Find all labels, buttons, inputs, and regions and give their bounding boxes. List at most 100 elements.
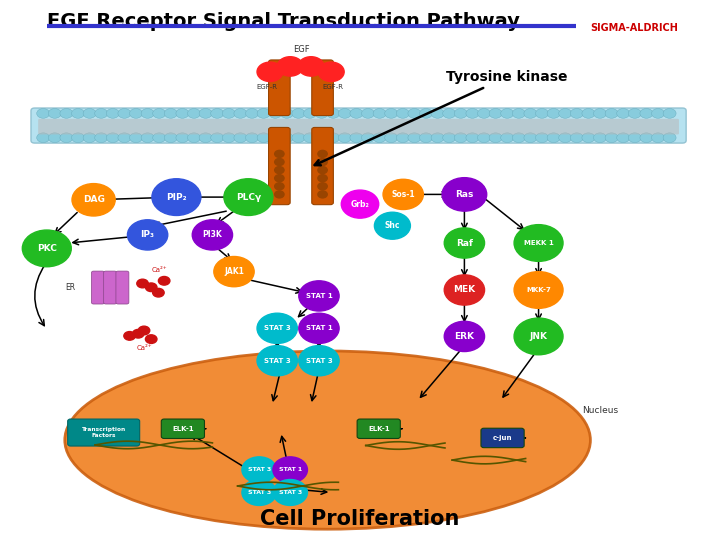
Circle shape — [396, 109, 409, 118]
Text: Raf: Raf — [456, 239, 473, 247]
Circle shape — [275, 183, 284, 190]
Circle shape — [299, 346, 339, 376]
Circle shape — [242, 480, 276, 505]
Circle shape — [138, 326, 150, 335]
Text: ER: ER — [66, 284, 76, 292]
Circle shape — [350, 133, 363, 143]
Circle shape — [652, 133, 665, 143]
Text: EGF-R: EGF-R — [322, 84, 343, 90]
Circle shape — [373, 109, 386, 118]
Text: DAG: DAG — [83, 195, 104, 204]
Circle shape — [617, 109, 630, 118]
Circle shape — [71, 109, 84, 118]
Circle shape — [176, 133, 189, 143]
Text: STAT 3: STAT 3 — [264, 357, 291, 364]
Circle shape — [582, 133, 595, 143]
Circle shape — [164, 133, 177, 143]
Circle shape — [269, 109, 282, 118]
Circle shape — [292, 109, 305, 118]
Text: SIGMA-ALDRICH: SIGMA-ALDRICH — [590, 23, 678, 33]
Text: JNK: JNK — [529, 332, 547, 341]
Circle shape — [524, 133, 537, 143]
Circle shape — [192, 220, 233, 250]
Circle shape — [187, 109, 200, 118]
Text: Ca²⁺: Ca²⁺ — [136, 345, 152, 350]
Circle shape — [361, 109, 374, 118]
Circle shape — [118, 109, 131, 118]
Circle shape — [304, 133, 317, 143]
FancyBboxPatch shape — [91, 271, 104, 304]
Circle shape — [107, 133, 120, 143]
Circle shape — [199, 109, 212, 118]
Circle shape — [489, 109, 502, 118]
Circle shape — [315, 109, 328, 118]
Circle shape — [158, 276, 170, 285]
Circle shape — [361, 133, 374, 143]
Circle shape — [298, 57, 324, 76]
Text: MEK: MEK — [454, 286, 475, 294]
Circle shape — [141, 133, 154, 143]
Text: STAT 1: STAT 1 — [279, 467, 302, 472]
Text: EGF-R: EGF-R — [256, 84, 277, 90]
FancyBboxPatch shape — [312, 60, 333, 116]
Circle shape — [277, 57, 303, 76]
Circle shape — [384, 133, 397, 143]
Circle shape — [570, 133, 583, 143]
Circle shape — [454, 109, 467, 118]
Circle shape — [318, 166, 327, 174]
Circle shape — [275, 151, 284, 158]
FancyBboxPatch shape — [312, 127, 333, 205]
Circle shape — [466, 109, 479, 118]
FancyBboxPatch shape — [68, 419, 140, 446]
Text: Shc: Shc — [384, 221, 400, 230]
Circle shape — [257, 62, 283, 82]
FancyBboxPatch shape — [357, 419, 400, 438]
Text: Cell Proliferation: Cell Proliferation — [261, 509, 459, 529]
Circle shape — [304, 109, 317, 118]
Circle shape — [224, 179, 273, 215]
Text: STAT 1: STAT 1 — [305, 293, 333, 299]
Circle shape — [500, 133, 513, 143]
Circle shape — [257, 109, 270, 118]
Circle shape — [60, 109, 73, 118]
Circle shape — [443, 133, 456, 143]
Circle shape — [275, 175, 284, 181]
Circle shape — [513, 109, 526, 118]
Circle shape — [153, 109, 166, 118]
Text: ELK-1: ELK-1 — [368, 426, 390, 432]
Circle shape — [95, 109, 108, 118]
Circle shape — [593, 133, 606, 143]
Circle shape — [454, 133, 467, 143]
Ellipse shape — [65, 351, 590, 529]
Circle shape — [275, 166, 284, 174]
Circle shape — [315, 133, 328, 143]
Circle shape — [269, 133, 282, 143]
Circle shape — [420, 109, 433, 118]
Text: JAK1: JAK1 — [224, 267, 244, 276]
Circle shape — [199, 133, 212, 143]
Text: MKK-7: MKK-7 — [526, 287, 551, 293]
Circle shape — [242, 457, 276, 483]
Circle shape — [536, 109, 549, 118]
Circle shape — [187, 133, 200, 143]
Circle shape — [582, 109, 595, 118]
Text: Tyrosine kinase: Tyrosine kinase — [315, 70, 568, 165]
Circle shape — [617, 133, 630, 143]
Text: STAT 3: STAT 3 — [305, 357, 333, 364]
Circle shape — [593, 109, 606, 118]
Circle shape — [214, 256, 254, 287]
Circle shape — [299, 313, 339, 343]
FancyBboxPatch shape — [38, 119, 679, 134]
Circle shape — [652, 109, 665, 118]
Circle shape — [48, 109, 61, 118]
Text: Transcription
Factors: Transcription Factors — [81, 427, 126, 438]
Circle shape — [629, 133, 642, 143]
Circle shape — [536, 133, 549, 143]
Text: Nucleus: Nucleus — [582, 406, 618, 415]
Circle shape — [273, 457, 307, 483]
Circle shape — [444, 228, 485, 258]
Circle shape — [338, 109, 351, 118]
Circle shape — [72, 184, 115, 216]
Circle shape — [341, 190, 379, 218]
Circle shape — [514, 225, 563, 261]
